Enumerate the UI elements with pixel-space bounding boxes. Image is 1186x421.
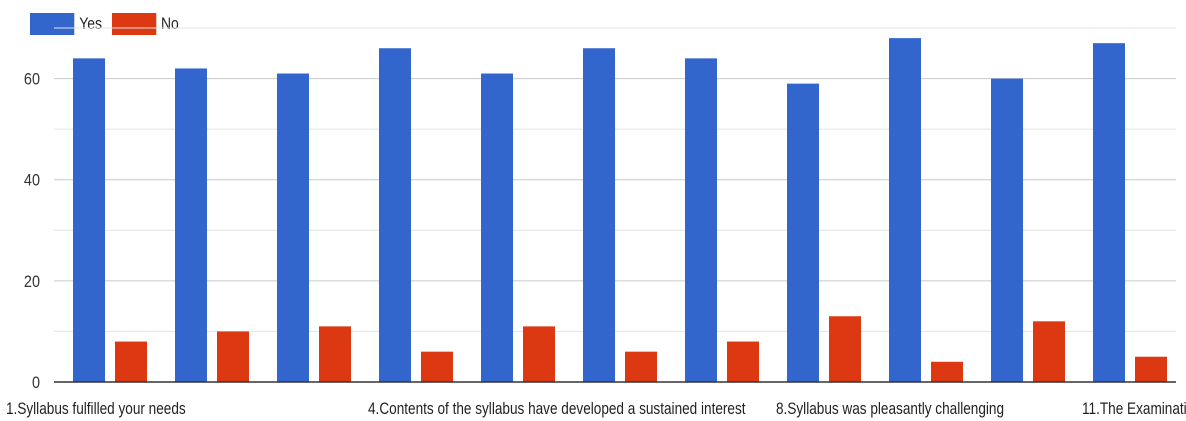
- x-tick-label: 11.The Examinations/Assignments: [1082, 400, 1186, 419]
- bar-yes: [481, 73, 513, 382]
- y-tick-label: 20: [24, 273, 40, 291]
- bar-no: [625, 351, 657, 382]
- bar-yes: [175, 68, 207, 382]
- bar-yes: [991, 78, 1023, 383]
- bar-yes: [1093, 43, 1125, 383]
- bar-yes: [379, 48, 411, 382]
- bar-no: [1033, 321, 1065, 382]
- bar-no: [727, 341, 759, 382]
- x-tick-label: 8.Syllabus was pleasantly challenging: [776, 400, 1004, 419]
- bar-yes: [583, 48, 615, 382]
- x-tick-label: 4.Contents of the syllabus have develope…: [368, 400, 746, 419]
- bar-no: [931, 361, 963, 382]
- bar-no: [829, 316, 861, 382]
- bar-yes: [685, 58, 717, 382]
- bar-no: [217, 331, 249, 382]
- bar-no: [421, 351, 453, 382]
- bar-yes: [73, 58, 105, 382]
- legend-swatch-yes: [30, 13, 75, 35]
- x-tick-label: 1.Syllabus fulfilled your needs: [6, 400, 186, 419]
- legend: Yes No: [30, 13, 179, 35]
- y-tick-label: 40: [24, 172, 40, 190]
- y-tick-label: 60: [24, 71, 40, 89]
- bar-no: [319, 326, 351, 382]
- bar-no: [115, 341, 147, 382]
- y-tick-label: 0: [32, 374, 40, 392]
- legend-swatch-no: [111, 13, 157, 35]
- bar-yes: [889, 38, 921, 382]
- bar-yes: [277, 73, 309, 382]
- bar-yes: [787, 83, 819, 382]
- bar-no: [1135, 356, 1167, 382]
- bar-no: [523, 326, 555, 382]
